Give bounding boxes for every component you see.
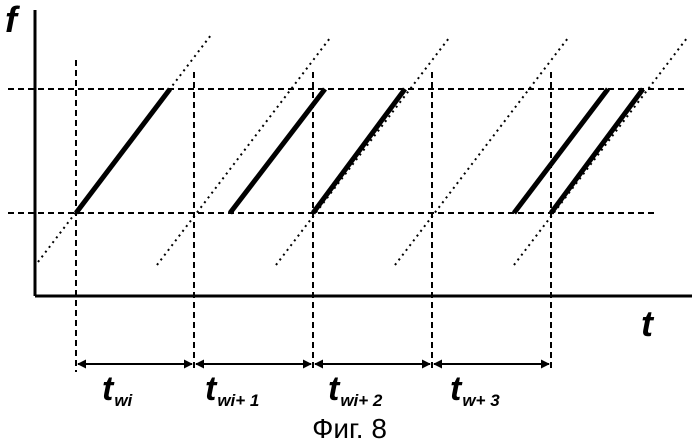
interval-label-1-sub: wi (114, 391, 132, 410)
interval-label-4: tw+ 3 (450, 372, 500, 409)
interval-label-4-sub: w+ 3 (462, 391, 499, 410)
sweep-guide-4 (395, 38, 568, 265)
sweep-guide-2 (157, 38, 330, 265)
interval-label-2-main: t (205, 370, 216, 408)
interval-label-3-main: t (328, 370, 339, 408)
interval-label-3: twi+ 2 (328, 372, 382, 409)
interval-label-3-sub: wi+ 2 (340, 391, 382, 410)
sweep-guide-3 (276, 38, 449, 265)
sweep-guide-5 (514, 38, 687, 265)
interval-label-2: twi+ 1 (205, 372, 259, 409)
figure-caption: Фиг. 8 (0, 413, 699, 445)
sweep-segment-1 (76, 89, 170, 213)
x-axis-label: t (641, 306, 653, 342)
y-axis-label: f (5, 2, 17, 38)
interval-label-4-main: t (450, 370, 461, 408)
interval-label-2-sub: wi+ 1 (217, 391, 259, 410)
interval-label-1: twi (102, 372, 132, 409)
interval-label-1-main: t (102, 370, 113, 408)
sweep-segment-3 (313, 89, 405, 213)
